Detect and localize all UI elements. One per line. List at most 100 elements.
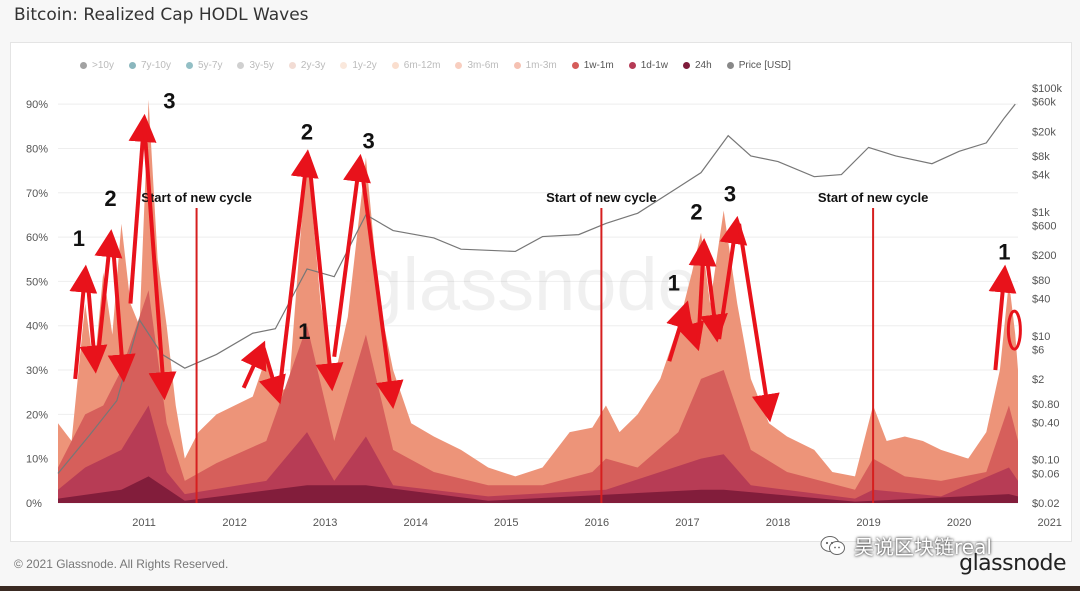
y-right-tick-label: $1k xyxy=(1032,207,1050,219)
price-line xyxy=(57,103,1016,474)
y-right-tick-label: $40 xyxy=(1032,294,1050,306)
y-right-tick-label: $600 xyxy=(1032,221,1056,233)
cycle-label: Start of new cycle xyxy=(818,190,929,205)
wechat-icon xyxy=(820,535,845,555)
wechat-label: 吴说区块链real xyxy=(854,535,992,559)
legend-dot-icon xyxy=(455,61,463,69)
y-tick-label: 70% xyxy=(26,188,48,200)
x-tick-label: 2013 xyxy=(313,517,337,529)
cycle-phase-number: 3 xyxy=(363,128,375,153)
y-tick-label: 50% xyxy=(26,276,48,288)
red-arrow xyxy=(79,272,108,374)
cycle-phase-number: 1 xyxy=(668,270,680,295)
legend-item[interactable]: 24h xyxy=(683,57,712,73)
y-tick-label: 90% xyxy=(26,99,48,111)
legend-dot-icon xyxy=(391,61,399,69)
red-arrow xyxy=(717,215,748,340)
legend-label: 5y-7y xyxy=(197,59,223,71)
cycle-label: Start of new cycle xyxy=(546,190,657,205)
area-1d-1w xyxy=(58,405,1018,503)
legend-label: 1d-1w xyxy=(640,59,668,71)
x-tick-label: 2012 xyxy=(222,517,246,529)
chart-legend: >10y 7y-10y 5y-7y 3y-5y 2y-3y 1y-2y 6m-12m 3m-6… xyxy=(80,57,1060,73)
legend-item[interactable]: >10y xyxy=(80,57,114,73)
y-right-tick-label: $0.10 xyxy=(1032,455,1060,467)
y-right-tick-label: $0.02 xyxy=(1032,498,1060,510)
x-tick-label: 2014 xyxy=(403,517,427,529)
legend-label: >10y xyxy=(92,59,114,71)
red-arrow xyxy=(240,340,267,389)
y-right-tick-label: $6 xyxy=(1032,345,1044,357)
legend-dot-icon xyxy=(628,61,636,69)
red-arrow xyxy=(677,307,705,352)
y-right-tick-label: $10 xyxy=(1032,331,1050,343)
legend-dot-icon xyxy=(288,61,296,69)
red-arrow xyxy=(688,237,717,344)
legend-item[interactable]: 6m-12m xyxy=(391,57,441,73)
red-arrow xyxy=(988,264,1017,371)
legend-item[interactable]: 2y-3y xyxy=(288,57,326,73)
legend-label: 3m-6m xyxy=(467,59,499,71)
y-right-tick-label: $200 xyxy=(1032,250,1056,262)
legend-item[interactable]: 1y-2y xyxy=(340,57,377,73)
legend-item[interactable]: 5y-7y xyxy=(185,57,223,73)
red-arrow xyxy=(700,245,728,343)
x-tick-label: 2018 xyxy=(766,517,790,529)
red-arrow xyxy=(306,157,344,392)
legend-label: 7y-10y xyxy=(140,59,171,71)
red-arrow xyxy=(142,121,177,401)
cycle-phase-number: 2 xyxy=(690,199,702,224)
cycle-phase-number: 1 xyxy=(73,226,85,251)
bottom-bar xyxy=(0,586,1080,591)
legend-label: 1y-2y xyxy=(352,59,377,71)
y-tick-label: 20% xyxy=(26,409,48,421)
red-circle-highlight xyxy=(1006,309,1022,351)
cycle-phase-number: 2 xyxy=(104,186,116,211)
x-tick-label: 2021 xyxy=(1037,517,1061,529)
x-tick-label: 2019 xyxy=(856,517,880,529)
legend-label: 1w-1m xyxy=(583,59,614,71)
legend-item[interactable]: 3m-6m xyxy=(455,57,499,73)
legend-label: 1m-3m xyxy=(525,59,557,71)
y-right-tick-label: $100k xyxy=(1032,83,1062,95)
y-right-tick-label: $0.06 xyxy=(1032,468,1060,480)
legend-dot-icon xyxy=(128,61,136,69)
legend-dot-icon xyxy=(237,61,245,69)
legend-label: 6m-12m xyxy=(403,59,441,71)
cycle-label: Start of new cycle xyxy=(141,190,252,205)
red-arrow xyxy=(332,153,371,358)
legend-item[interactable]: 1w-1m xyxy=(571,57,614,73)
y-tick-label: 10% xyxy=(26,454,48,466)
x-tick-label: 2011 xyxy=(132,517,156,529)
legend-dot-icon xyxy=(726,61,734,69)
red-arrow xyxy=(737,223,780,423)
legend-label: 2y-3y xyxy=(300,59,326,71)
cycle-phase-number: 1 xyxy=(998,239,1010,264)
legend-label: Price [USD] xyxy=(738,59,791,71)
red-arrow xyxy=(277,149,319,389)
cycle-phase-number: 2 xyxy=(301,120,313,145)
y-tick-label: 80% xyxy=(26,143,48,155)
red-arrow xyxy=(359,165,404,410)
y-tick-label: 40% xyxy=(26,321,48,333)
y-right-tick-label: $60k xyxy=(1032,97,1056,109)
red-arrow xyxy=(128,113,157,304)
y-right-tick-label: $20k xyxy=(1032,126,1056,138)
legend-item[interactable]: 1m-3m xyxy=(513,57,557,73)
watermark: glassnode xyxy=(361,243,698,326)
y-right-tick-label: $2 xyxy=(1032,374,1044,386)
red-arrow xyxy=(107,236,136,383)
y-tick-label: 30% xyxy=(26,365,48,377)
legend-dot-icon xyxy=(513,61,521,69)
legend-item[interactable]: 7y-10y xyxy=(128,57,171,73)
red-arrow xyxy=(94,229,123,366)
legend-dot-icon xyxy=(340,61,348,69)
red-arrow xyxy=(258,347,286,405)
legend-item[interactable]: Price [USD] xyxy=(726,57,791,73)
legend-item[interactable]: 1d-1w xyxy=(628,57,668,73)
wechat-watermark: 吴说区块链real xyxy=(820,531,992,560)
x-tick-label: 2020 xyxy=(947,517,971,529)
y-right-tick-label: $0.40 xyxy=(1032,417,1060,429)
legend-item[interactable]: 3y-5y xyxy=(237,57,274,73)
